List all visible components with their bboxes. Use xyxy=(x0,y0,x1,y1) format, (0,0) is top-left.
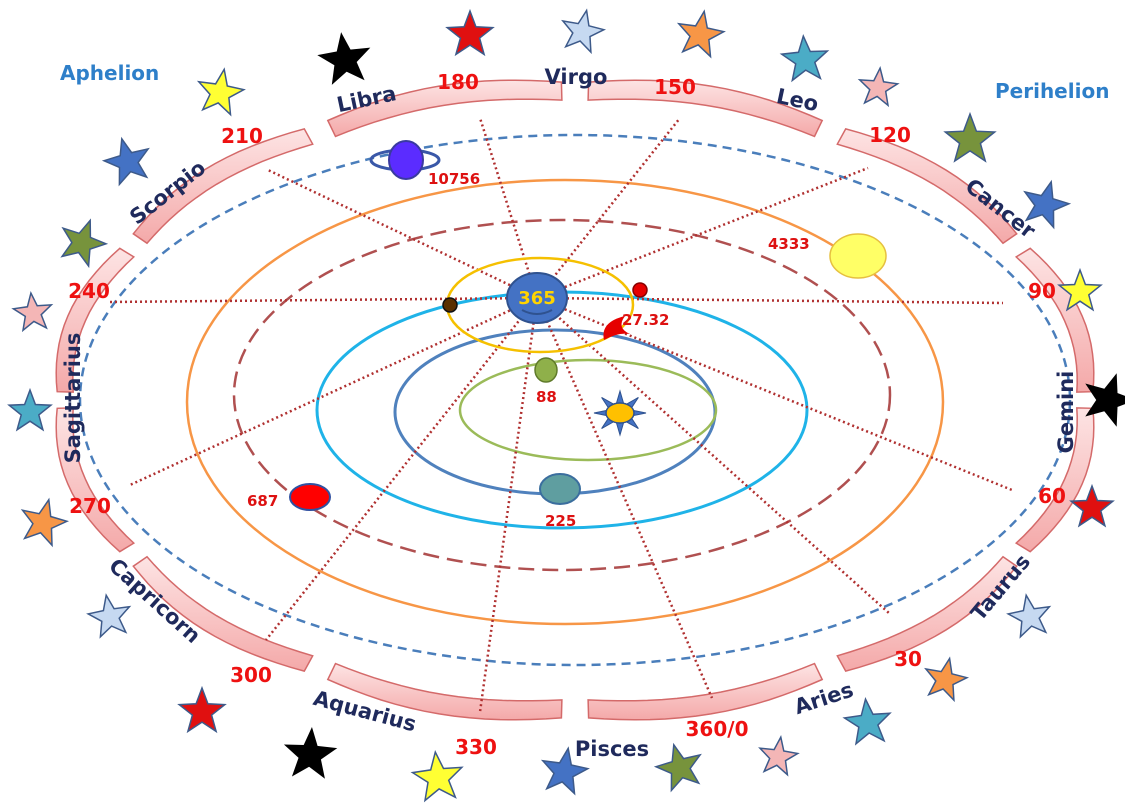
zodiac-band-segment xyxy=(55,247,136,393)
saturn-orbit xyxy=(78,133,1072,667)
moon-period-label: 27.32 xyxy=(622,311,669,329)
star-icon xyxy=(101,136,150,187)
sign-sagittarius: Sagittarius xyxy=(61,333,85,464)
star-icon xyxy=(317,32,371,85)
degree-120: 120 xyxy=(869,123,911,147)
radial-line xyxy=(536,297,891,615)
star-icon xyxy=(676,9,726,59)
star-icon xyxy=(1023,179,1072,230)
star-icon xyxy=(177,685,227,734)
period-labels: 365 27.32 88 225 687 4333 10756 xyxy=(247,170,810,530)
sign-pisces: Pisces xyxy=(575,737,649,761)
zodiac-band-segment xyxy=(132,555,314,672)
star-icon xyxy=(653,742,702,793)
zodiac-band-segment xyxy=(326,79,563,138)
star-icon xyxy=(11,290,54,333)
stars xyxy=(7,8,1125,803)
zodiac-band-segment xyxy=(1014,407,1095,553)
radial-line xyxy=(536,166,869,300)
zodiac-band-segment xyxy=(326,662,563,721)
earth-period-label: 365 xyxy=(518,288,556,309)
zodiac-band-segment xyxy=(55,407,136,553)
saturn-planet-icon xyxy=(388,140,424,180)
crescent-moon-icon xyxy=(603,316,630,340)
mercury-planet-icon xyxy=(534,357,558,383)
mars-orbit xyxy=(232,218,892,572)
star-icon xyxy=(283,726,338,779)
zodiac-band-segment xyxy=(836,128,1018,245)
star-icon xyxy=(758,735,800,777)
degree-90: 90 xyxy=(1028,279,1056,303)
star-icon xyxy=(924,656,970,703)
degree-180: 180 xyxy=(437,70,479,94)
radial-line xyxy=(265,297,538,641)
orbits xyxy=(78,133,1072,667)
star-icon xyxy=(60,218,109,269)
mars-period-label: 687 xyxy=(247,492,278,510)
radial-line xyxy=(267,168,538,300)
star-icon xyxy=(86,593,132,639)
star-icon xyxy=(857,65,900,108)
degree-30: 30 xyxy=(894,647,922,671)
degree-300: 300 xyxy=(230,663,272,687)
jupiter-planet-icon xyxy=(829,233,887,279)
degree-270: 270 xyxy=(69,494,111,518)
star-icon xyxy=(561,8,607,55)
celestial-bodies xyxy=(289,140,887,511)
degree-210: 210 xyxy=(221,124,263,148)
perihelion-label: Perihelion xyxy=(995,79,1109,103)
zodiac-band xyxy=(55,79,1095,721)
saturn-period-label: 10756 xyxy=(428,170,480,188)
zodiac-band-segment xyxy=(587,662,824,721)
earth-smile-mark xyxy=(521,309,553,315)
mercury-period-label: 88 xyxy=(536,388,557,406)
degree-60: 60 xyxy=(1038,484,1066,508)
sign-virgo: Virgo xyxy=(545,65,608,89)
radial-line xyxy=(478,117,539,299)
star-icon xyxy=(20,497,70,548)
venus-planet-icon xyxy=(539,473,581,505)
star-icon xyxy=(540,746,590,796)
degree-330: 330 xyxy=(455,735,497,759)
radial-line xyxy=(109,296,538,304)
degree-150: 150 xyxy=(654,75,696,99)
zodiac-band-segment xyxy=(1014,247,1095,393)
venus-orbit xyxy=(393,328,717,496)
star-icon xyxy=(842,696,892,746)
new-moon-icon xyxy=(442,297,458,313)
star-icon xyxy=(1085,373,1125,427)
zodiac-band-segment xyxy=(587,79,824,138)
jupiter-period-label: 4333 xyxy=(768,235,810,253)
zodiac-band-segment xyxy=(836,555,1018,672)
radial-line xyxy=(129,296,538,487)
star-icon xyxy=(779,33,830,83)
venus-period-label: 225 xyxy=(545,512,576,530)
full-moon-icon xyxy=(632,282,648,298)
radial-line xyxy=(536,296,1004,305)
star-icon xyxy=(1006,593,1052,639)
aphelion-label: Aphelion xyxy=(60,61,159,85)
sun-icon xyxy=(593,389,647,437)
jupiter-orbit xyxy=(185,178,945,626)
star-icon xyxy=(196,67,246,117)
degree-360-0: 360/0 xyxy=(686,717,749,741)
degree-240: 240 xyxy=(68,279,110,303)
star-icon xyxy=(943,111,997,163)
star-icon xyxy=(410,749,464,803)
zodiac-band-segment xyxy=(132,128,314,245)
mercury-orbit xyxy=(458,358,718,462)
radial-line xyxy=(478,297,539,713)
mars-planet-icon xyxy=(289,483,331,511)
radial-line xyxy=(536,117,681,299)
star-icon xyxy=(1057,267,1103,312)
sign-gemini: Gemini xyxy=(1054,371,1078,454)
degree-labels: 180 150 120 90 60 30 360/0 330 300 270 2… xyxy=(68,70,1066,759)
star-icon xyxy=(445,8,495,57)
star-icon xyxy=(7,387,53,432)
star-icon xyxy=(1069,483,1115,528)
